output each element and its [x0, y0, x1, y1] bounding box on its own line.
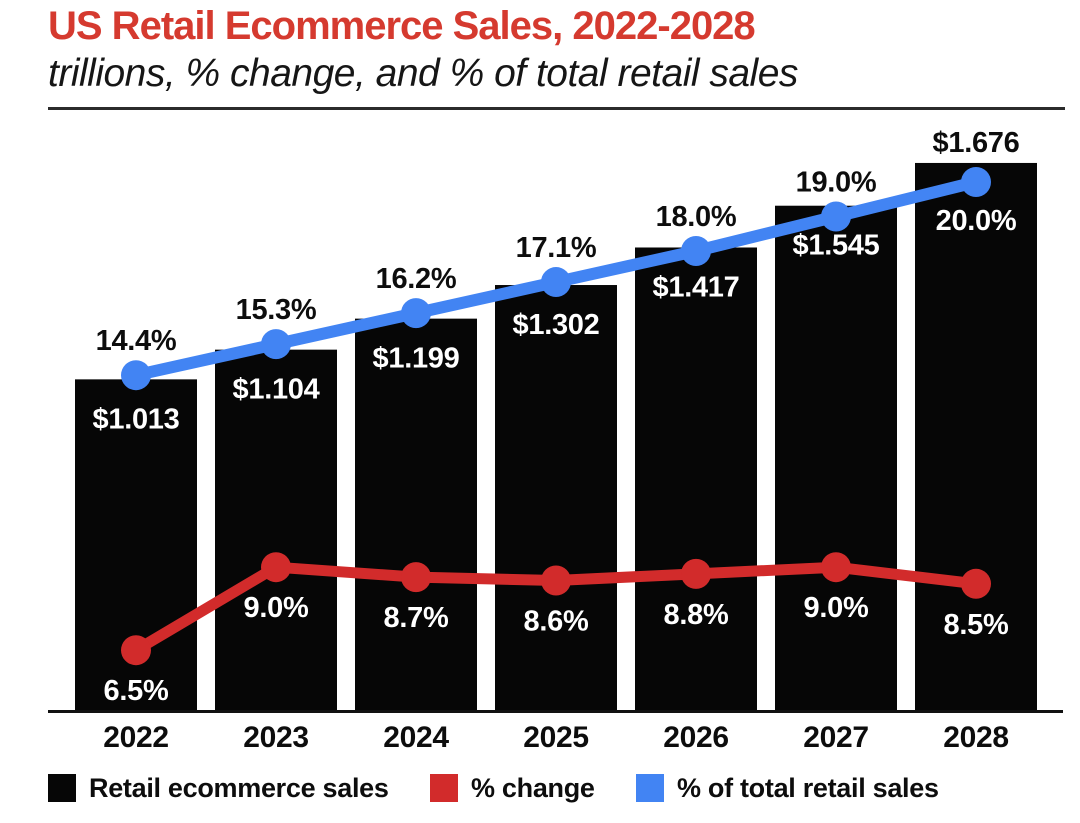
- legend-item-pct-change: % change: [430, 773, 595, 803]
- pct-change-label-2022: 6.5%: [104, 675, 169, 707]
- pct-of-total-dot-2022: [121, 360, 151, 391]
- header-divider: [48, 107, 1065, 110]
- chart-title: US Retail Ecommerce Sales, 2022-2028: [48, 4, 756, 48]
- bar-value-label-2025: $1.302: [513, 309, 600, 341]
- bar-2024: [355, 318, 477, 710]
- legend-swatch-black: [48, 774, 76, 802]
- pct-of-total-label-2022: 14.4%: [96, 325, 177, 357]
- pct-of-total-label-2027: 19.0%: [796, 167, 877, 199]
- pct-of-total-label-2025: 17.1%: [516, 232, 597, 264]
- legend-item-retail-ecommerce-sales: Retail ecommerce sales: [48, 773, 389, 803]
- bar-2027: [775, 205, 897, 710]
- bar-2028: [915, 162, 1037, 710]
- bar-value-label-2027: $1.545: [793, 230, 880, 262]
- pct-change-label-2023: 9.0%: [244, 592, 309, 624]
- pct-change-label-2024: 8.7%: [384, 602, 449, 634]
- pct-change-dot-2024: [401, 562, 431, 593]
- x-tick-label-2026: 2026: [663, 721, 729, 754]
- legend-swatch-red: [430, 774, 458, 802]
- bar-value-label-2023: $1.104: [233, 374, 320, 406]
- pct-of-total-dot-2026: [681, 236, 711, 266]
- x-tick-label-2024: 2024: [383, 721, 449, 754]
- pct-change-label-2027: 9.0%: [804, 592, 869, 624]
- bar-2023: [215, 349, 337, 710]
- pct-of-total-dot-2024: [401, 298, 431, 329]
- x-tick-label-2022: 2022: [103, 721, 169, 754]
- pct-change-dot-2028: [961, 568, 991, 599]
- pct-change-dot-2022: [121, 635, 151, 666]
- pct-change-dot-2023: [261, 552, 291, 583]
- pct-of-total-label-2024: 16.2%: [376, 263, 457, 295]
- x-tick-label-2028: 2028: [943, 721, 1009, 754]
- bar-2025: [495, 285, 617, 710]
- bar-value-label-2026: $1.417: [653, 271, 740, 303]
- bar-value-label-2024: $1.199: [373, 343, 460, 375]
- bar-2026: [635, 247, 757, 710]
- bar-value-label-2028: $1.676: [933, 127, 1020, 159]
- pct-of-total-dot-2027: [821, 201, 851, 232]
- pct-of-total-dot-2023: [261, 329, 291, 360]
- legend-label: Retail ecommerce sales: [89, 772, 389, 803]
- x-axis-line: [48, 710, 1063, 713]
- pct-of-total-dot-2025: [541, 267, 571, 298]
- pct-of-total-label-2028: 20.0%: [936, 205, 1017, 237]
- pct-change-dot-2025: [541, 565, 571, 596]
- x-tick-label-2023: 2023: [243, 721, 309, 754]
- pct-of-total-label-2023: 15.3%: [236, 294, 317, 326]
- legend-swatch-blue: [636, 774, 664, 802]
- legend-item-pct-of-total-retail-sales: % of total retail sales: [636, 773, 939, 803]
- pct-change-label-2025: 8.6%: [524, 605, 589, 637]
- pct-change-dot-2027: [821, 552, 851, 583]
- pct-of-total-label-2026: 18.0%: [656, 201, 737, 233]
- pct-change-dot-2026: [681, 558, 711, 589]
- pct-of-total-dot-2028: [961, 167, 991, 197]
- x-tick-label-2027: 2027: [803, 721, 869, 754]
- chart-legend: Retail ecommerce sales % change % of tot…: [0, 773, 1080, 805]
- chart-subtitle: trillions, % change, and % of total reta…: [48, 52, 798, 95]
- pct-change-label-2028: 8.5%: [944, 609, 1009, 641]
- pct-change-label-2026: 8.8%: [664, 599, 729, 631]
- x-tick-label-2025: 2025: [523, 721, 589, 754]
- legend-label: % change: [471, 772, 595, 803]
- legend-label: % of total retail sales: [677, 772, 939, 803]
- bar-value-label-2022: $1.013: [93, 403, 180, 435]
